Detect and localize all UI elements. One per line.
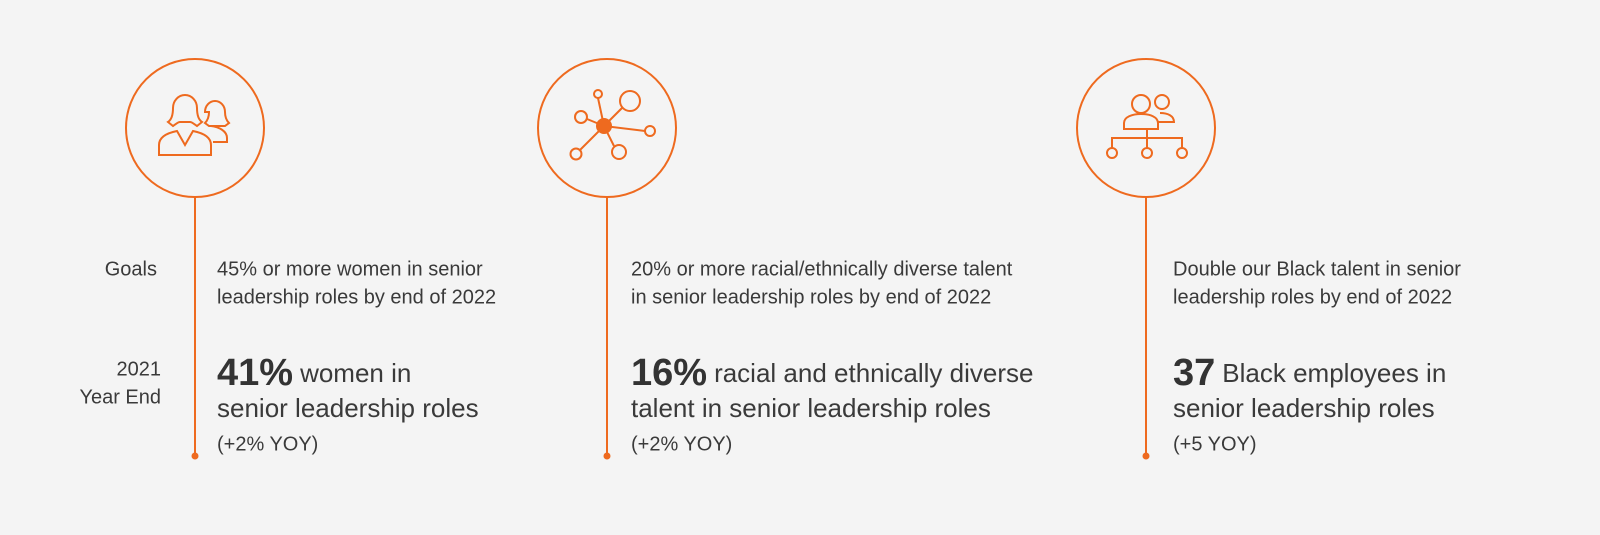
timeline-2	[537, 58, 677, 460]
icon-circle	[125, 58, 265, 198]
result-text: Black employees in	[1222, 358, 1446, 388]
result-text: senior leadership roles	[1173, 393, 1435, 423]
change-text: (+2% YOY)	[631, 433, 732, 455]
stat: 41%	[217, 352, 293, 394]
row-label: Year End	[79, 386, 161, 408]
network-icon	[569, 89, 656, 161]
goal-text: leadership roles by end of 2022	[1173, 286, 1452, 308]
women-icon	[158, 94, 231, 156]
row-label: Goals	[105, 258, 157, 280]
row-label: 2021	[117, 358, 162, 380]
result-text: women in	[299, 358, 411, 388]
timeline-3	[1076, 58, 1216, 460]
end-dot	[1142, 452, 1150, 460]
goal-text: 45% or more women in senior	[217, 258, 483, 280]
goal-text: 20% or more racial/ethnically diverse ta…	[631, 258, 1013, 280]
result-line: 41% women in	[217, 352, 411, 394]
stat: 16%	[631, 352, 707, 394]
timeline-1	[125, 58, 265, 460]
end-dot	[603, 452, 611, 460]
goal-text: Double our Black talent in senior	[1173, 258, 1461, 280]
change-text: (+5 YOY)	[1173, 433, 1257, 455]
goal-text: leadership roles by end of 2022	[217, 286, 496, 308]
result-line: 37 Black employees in	[1173, 352, 1446, 394]
result-line: 16% racial and ethnically diverse	[631, 352, 1033, 394]
change-text: (+2% YOY)	[217, 433, 318, 455]
org-icon	[1106, 94, 1188, 159]
stat: 37	[1173, 352, 1215, 394]
network-hub	[596, 118, 612, 134]
result-text: talent in senior leadership roles	[631, 393, 991, 423]
result-text: senior leadership roles	[217, 393, 479, 423]
end-dot	[191, 452, 199, 460]
result-text: racial and ethnically diverse	[714, 358, 1033, 388]
goal-text: in senior leadership roles by end of 202…	[631, 286, 991, 308]
